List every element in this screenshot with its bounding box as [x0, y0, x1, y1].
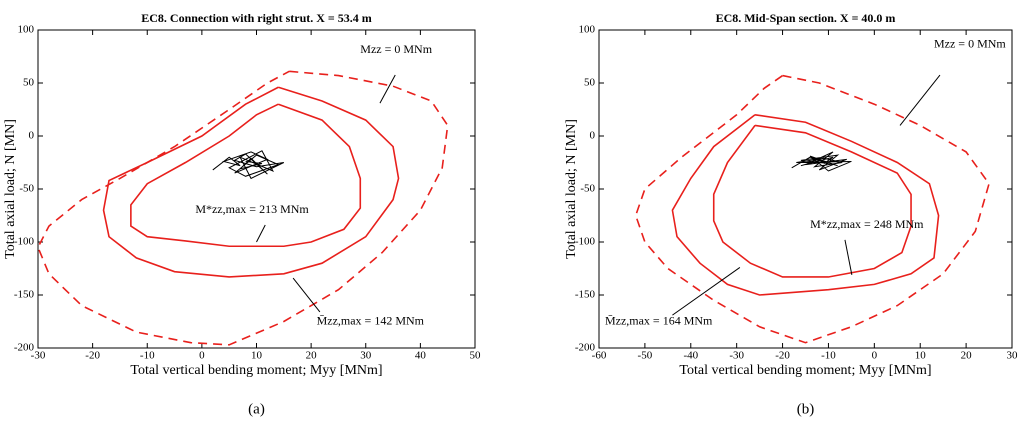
y-tick-label: -50	[580, 183, 595, 195]
x-tick-label: -20	[85, 350, 100, 362]
annotation: M*zz,max = 248 MNm	[810, 217, 924, 231]
y-axis-label: Total axial load; N [MN]	[564, 119, 579, 259]
series-line	[130, 103, 362, 248]
series-line	[37, 70, 449, 346]
series-line	[712, 124, 912, 278]
annotation: M̄zz,max = 164 MNm	[605, 313, 713, 327]
annotation: Mzz = 0 MNm	[934, 37, 1006, 51]
annotation: Mzz = 0 MNm	[360, 42, 432, 56]
series-line	[671, 114, 940, 296]
y-tick-label: -50	[19, 183, 34, 195]
leader-line	[672, 267, 741, 316]
leader-line	[899, 74, 941, 126]
y-tick-label: -200	[575, 342, 596, 354]
x-tick-label: 0	[872, 350, 878, 362]
y-tick-label: 100	[579, 24, 596, 36]
leader-line	[256, 224, 266, 243]
x-tick-label: 30	[360, 350, 372, 362]
series-line	[791, 151, 852, 172]
x-tick-label: 50	[470, 350, 482, 362]
series-line	[212, 150, 285, 180]
x-tick-label: 10	[915, 350, 927, 362]
leader-line	[292, 277, 321, 313]
x-tick-label: 30	[1007, 350, 1018, 362]
x-axis-label: Total vertical bending moment; Myy [MNm]	[679, 363, 931, 378]
series-line	[634, 74, 990, 344]
y-tick-label: 50	[23, 77, 35, 89]
x-tick-label: -50	[638, 350, 653, 362]
y-tick-label: -150	[14, 289, 35, 301]
x-tick-label: 10	[251, 350, 263, 362]
x-tick-label: 0	[199, 350, 205, 362]
x-tick-label: -60	[592, 350, 607, 362]
annotation: M*zz,max = 213 MNm	[195, 202, 309, 216]
caption: (b)	[797, 401, 815, 417]
x-tick-label: -10	[140, 350, 155, 362]
x-tick-label: 20	[961, 350, 973, 362]
x-tick-label: -20	[775, 350, 790, 362]
x-tick-label: 40	[415, 350, 427, 362]
y-tick-label: 0	[29, 130, 35, 142]
chart-title: EC8. Mid-Span section. X = 40.0 m	[716, 11, 896, 25]
leader-line	[379, 74, 396, 104]
plot-frame	[37, 29, 476, 349]
y-tick-label: -150	[575, 289, 596, 301]
x-tick-label: -10	[821, 350, 836, 362]
caption: (a)	[248, 401, 265, 417]
series-line	[102, 86, 400, 278]
plot-frame	[598, 29, 1013, 349]
y-tick-label: 50	[584, 77, 596, 89]
leader-line	[844, 239, 853, 275]
y-tick-label: 0	[590, 130, 596, 142]
y-tick-label: -100	[575, 236, 596, 248]
chart-title: EC8. Connection with right strut. X = 53…	[141, 11, 372, 25]
y-tick-label: -100	[14, 236, 35, 248]
y-tick-label: -200	[14, 342, 35, 354]
annotation: M̄zz,max = 142 MNm	[317, 313, 425, 327]
y-axis-label: Total axial load; N [MN]	[3, 119, 18, 259]
x-tick-label: 20	[306, 350, 318, 362]
x-tick-label: -30	[729, 350, 744, 362]
x-axis-label: Total vertical bending moment; Myy [MNm]	[130, 363, 382, 378]
x-tick-label: -40	[683, 350, 698, 362]
y-tick-label: 100	[18, 24, 35, 36]
x-tick-label: -30	[31, 350, 46, 362]
